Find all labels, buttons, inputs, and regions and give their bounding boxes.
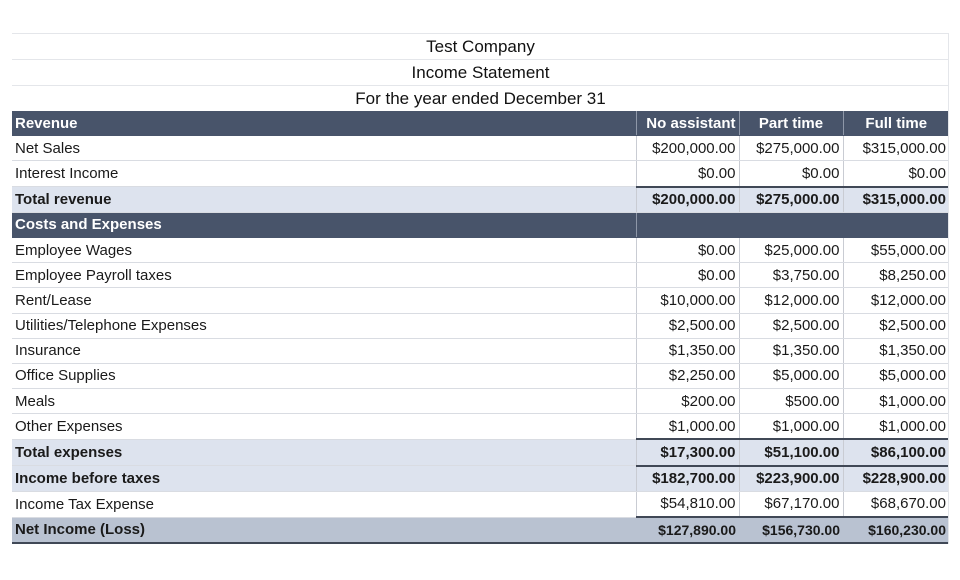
cell-value[interactable]: $17,300.00 — [635, 438, 739, 467]
cell-value[interactable]: $51,100.00 — [738, 438, 843, 467]
table-row: Utilities/Telephone Expenses $2,500.00 $… — [12, 313, 949, 339]
revenue-section-header[interactable]: Revenue — [12, 111, 636, 137]
header-row: Revenue No assistant Part time Full time — [12, 111, 949, 137]
cell-value[interactable]: $12,000.00 — [738, 287, 843, 314]
cell-value[interactable]: $275,000.00 — [738, 135, 843, 162]
cell-value[interactable]: $86,100.00 — [842, 438, 949, 467]
table-row: Insurance $1,350.00 $1,350.00 $1,350.00 — [12, 338, 949, 364]
cell-value[interactable]: $1,000.00 — [738, 413, 843, 440]
row-label[interactable]: Utilities/Telephone Expenses — [12, 313, 636, 339]
row-label[interactable]: Total revenue — [12, 186, 636, 213]
cell-value[interactable]: $0.00 — [635, 160, 739, 188]
row-label[interactable]: Meals — [12, 388, 636, 415]
table-row: Office Supplies $2,250.00 $5,000.00 $5,0… — [12, 363, 949, 390]
income-before-taxes-row: Income before taxes $182,700.00 $223,900… — [12, 464, 949, 492]
row-label[interactable]: Net Income (Loss) — [12, 517, 636, 545]
statement-title: Income Statement — [12, 59, 949, 85]
cell-value[interactable]: $2,250.00 — [635, 363, 739, 390]
row-label[interactable]: Employee Wages — [12, 237, 636, 264]
row-label[interactable]: Net Sales — [12, 135, 636, 162]
cell-value[interactable]: $10,000.00 — [635, 287, 739, 314]
expenses-section-header[interactable]: Costs and Expenses — [12, 212, 636, 238]
row-label[interactable]: Income before taxes — [12, 465, 636, 492]
cell-value[interactable]: $315,000.00 — [842, 185, 949, 213]
cell-value[interactable]: $1,000.00 — [842, 388, 949, 415]
cell-value[interactable]: $3,750.00 — [738, 262, 843, 289]
cell-value[interactable]: $8,250.00 — [842, 262, 949, 289]
row-label[interactable]: Office Supplies — [12, 363, 636, 390]
table-row: Meals $200.00 $500.00 $1,000.00 — [12, 388, 949, 415]
cell-value[interactable]: $1,000.00 — [635, 413, 739, 440]
table-row: Employee Payroll taxes $0.00 $3,750.00 $… — [12, 262, 949, 289]
cell-value[interactable]: $156,730.00 — [739, 515, 843, 545]
row-label[interactable]: Employee Payroll taxes — [12, 262, 636, 289]
cell-value[interactable]: $200,000.00 — [635, 135, 739, 162]
cell-value[interactable]: $12,000.00 — [842, 287, 949, 314]
row-label[interactable]: Rent/Lease — [12, 287, 636, 314]
column-header-no-assistant[interactable]: No assistant — [635, 111, 739, 137]
cell-value[interactable]: $0.00 — [635, 237, 739, 264]
cell-value[interactable]: $127,890.00 — [636, 515, 739, 545]
row-label[interactable]: Insurance — [12, 338, 636, 364]
cell-value[interactable]: $1,350.00 — [635, 338, 739, 364]
row-label[interactable]: Total expenses — [12, 439, 636, 467]
cell-value[interactable]: $2,500.00 — [738, 313, 843, 339]
cell-value[interactable]: $200,000.00 — [635, 185, 739, 213]
cell-value[interactable]: $223,900.00 — [738, 464, 843, 492]
cell-value[interactable]: $1,350.00 — [842, 338, 949, 364]
cell-value[interactable]: $25,000.00 — [738, 237, 843, 264]
grid-edge — [948, 33, 949, 545]
net-income-row: Net Income (Loss) $127,890.00 $156,730.0… — [12, 515, 949, 545]
cell-value[interactable]: $54,810.00 — [635, 491, 739, 518]
cell-value[interactable]: $68,670.00 — [842, 491, 949, 518]
cell-value[interactable]: $55,000.00 — [842, 237, 949, 264]
empty-cell[interactable] — [843, 212, 949, 238]
cell-value[interactable]: $2,500.00 — [635, 313, 739, 339]
row-label[interactable]: Income Tax Expense — [12, 491, 636, 518]
column-header-full-time[interactable]: Full time — [842, 111, 949, 137]
empty-cell[interactable] — [635, 212, 739, 238]
row-label[interactable]: Other Expenses — [12, 413, 636, 440]
cell-value[interactable]: $5,000.00 — [842, 363, 949, 390]
table-row: Net Sales $200,000.00 $275,000.00 $315,0… — [12, 135, 949, 162]
table-row: Other Expenses $1,000.00 $1,000.00 $1,00… — [12, 413, 949, 440]
cell-value[interactable]: $0.00 — [842, 160, 949, 188]
cell-value[interactable]: $1,000.00 — [842, 413, 949, 440]
cell-value[interactable]: $315,000.00 — [842, 135, 949, 162]
period-title: For the year ended December 31 — [12, 85, 949, 111]
table-row: Rent/Lease $10,000.00 $12,000.00 $12,000… — [12, 287, 949, 314]
column-header-part-time[interactable]: Part time — [738, 111, 843, 137]
total-revenue-row: Total revenue $200,000.00 $275,000.00 $3… — [12, 185, 949, 213]
cell-value[interactable]: $2,500.00 — [842, 313, 949, 339]
company-title: Test Company — [12, 33, 949, 59]
cell-value[interactable]: $160,230.00 — [843, 515, 949, 545]
cell-value[interactable]: $0.00 — [635, 262, 739, 289]
total-expenses-row: Total expenses $17,300.00 $51,100.00 $86… — [12, 438, 949, 467]
cell-value[interactable]: $0.00 — [738, 160, 843, 188]
cell-value[interactable]: $67,170.00 — [738, 491, 843, 518]
cell-value[interactable]: $200.00 — [635, 388, 739, 415]
income-tax-row: Income Tax Expense $54,810.00 $67,170.00… — [12, 491, 949, 518]
cell-value[interactable]: $1,350.00 — [738, 338, 843, 364]
row-label[interactable]: Interest Income — [12, 160, 636, 188]
income-statement-table: Revenue No assistant Part time Full time… — [12, 111, 949, 545]
cell-value[interactable]: $500.00 — [738, 388, 843, 415]
income-statement-sheet: Test Company Income Statement For the ye… — [12, 33, 949, 545]
cell-value[interactable]: $275,000.00 — [738, 185, 843, 213]
cell-value[interactable]: $5,000.00 — [738, 363, 843, 390]
cell-value[interactable]: $228,900.00 — [842, 464, 949, 492]
empty-cell[interactable] — [739, 212, 843, 238]
expenses-section-header-row: Costs and Expenses — [12, 212, 949, 238]
table-row: Interest Income $0.00 $0.00 $0.00 — [12, 160, 949, 188]
table-row: Employee Wages $0.00 $25,000.00 $55,000.… — [12, 237, 949, 264]
cell-value[interactable]: $182,700.00 — [635, 464, 739, 492]
